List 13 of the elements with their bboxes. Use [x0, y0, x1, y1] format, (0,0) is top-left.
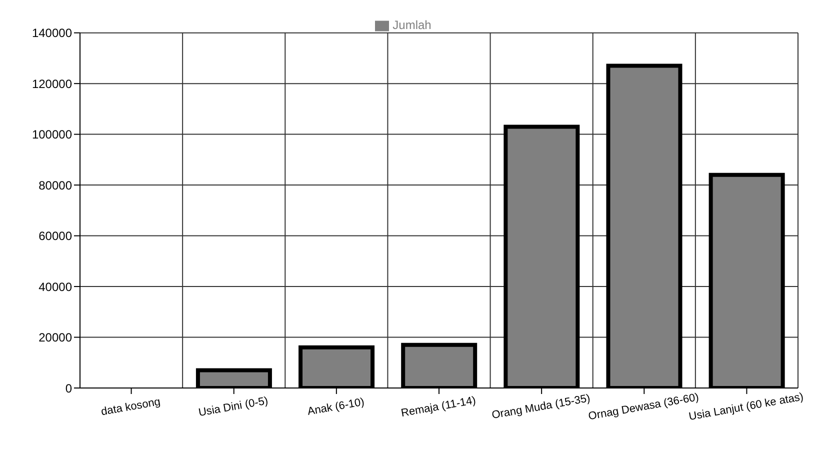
y-tick-label: 140000 [32, 26, 72, 40]
legend-label: Jumlah [392, 18, 432, 32]
y-tick-label: 80000 [38, 178, 72, 192]
y-tick-label: 0 [65, 381, 72, 396]
x-tick-label: Remaja (11-14) [400, 394, 477, 420]
y-tick-label: 120000 [32, 76, 72, 91]
x-tick-label: data kosong [100, 396, 162, 418]
y-tick-label: 40000 [38, 280, 72, 294]
x-tick-label: Anak (6-10) [306, 396, 366, 418]
x-tick-label: Usia Dini (0-5) [198, 395, 269, 420]
y-tick-label: 60000 [38, 229, 72, 244]
y-tick-label: 100000 [32, 128, 72, 142]
y-tick-label: 20000 [38, 330, 72, 345]
